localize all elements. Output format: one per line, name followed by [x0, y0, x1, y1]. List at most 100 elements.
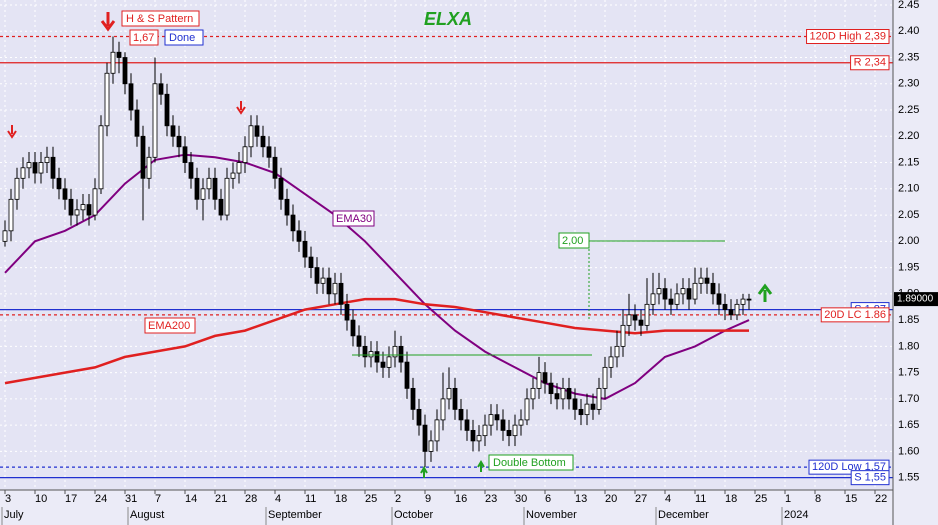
month-label: October	[394, 509, 433, 521]
candle-body	[224, 177, 230, 216]
candle-body	[218, 198, 224, 216]
x-tick-label: 3	[5, 493, 11, 505]
series-label: EMA30	[336, 213, 372, 225]
candle-body	[524, 398, 530, 421]
candle-body	[470, 429, 476, 442]
candles	[2, 36, 752, 468]
annotation: Double Bottom	[493, 457, 566, 469]
x-tick-label: 7	[155, 493, 161, 505]
candle-body	[350, 319, 356, 337]
chart-title: ELXA	[424, 9, 472, 29]
month-label: 2024	[784, 509, 808, 521]
candle-body	[344, 303, 350, 321]
x-tick-label: 6	[545, 493, 551, 505]
candle-body	[74, 209, 80, 216]
candle-body	[230, 172, 236, 179]
candle-body	[200, 188, 206, 200]
candle-body	[734, 303, 740, 316]
candle-body	[620, 324, 626, 347]
annotation-box	[332, 210, 375, 227]
candle-body	[626, 314, 632, 326]
candle-body	[188, 162, 194, 179]
candle-body	[392, 345, 398, 358]
candle-body	[656, 288, 662, 295]
y-tick-label: 1.75	[898, 367, 919, 379]
candle-body	[416, 408, 422, 426]
y-tick-label: 1.60	[898, 445, 919, 457]
candle-body	[590, 403, 596, 410]
candle-body	[722, 303, 728, 310]
x-tick-label: 8	[815, 493, 821, 505]
candle-body	[644, 303, 650, 326]
arrow-up	[420, 466, 428, 478]
x-tick-label: 9	[425, 493, 431, 505]
candle-body	[422, 424, 428, 452]
month-label: July	[4, 509, 24, 521]
candle-body	[608, 356, 614, 368]
x-tick-label: 27	[635, 493, 647, 505]
x-tick-label: 30	[515, 493, 527, 505]
candle-body	[638, 319, 644, 326]
candle-body	[56, 177, 62, 190]
candle-body	[110, 51, 116, 74]
candle-body	[92, 188, 98, 216]
candle-body	[86, 204, 92, 216]
x-tick-label: 2	[395, 493, 401, 505]
level-label: 20D LC 1.86	[824, 309, 886, 321]
candle-body	[404, 361, 410, 389]
candle-body	[314, 267, 320, 284]
candle-body	[20, 167, 26, 179]
candle-body	[614, 345, 620, 358]
candle-body	[266, 146, 272, 158]
candle-body	[746, 298, 752, 301]
indicator-lines	[4, 153, 750, 400]
y-tick-label: 1.65	[898, 419, 919, 431]
candle-body	[242, 146, 248, 163]
candle-body	[122, 57, 128, 85]
series-label: EMA200	[148, 320, 190, 332]
candle-body	[368, 351, 374, 358]
candle-body	[194, 177, 200, 200]
candle-body	[62, 188, 68, 200]
candle-body	[386, 356, 392, 368]
candle-body	[170, 125, 176, 137]
candle-body	[500, 419, 506, 431]
candle-body	[80, 204, 86, 211]
level-label: R 2,34	[854, 57, 886, 69]
candle-body	[428, 440, 434, 452]
candle-body	[602, 366, 608, 389]
month-label: August	[130, 509, 164, 521]
candle-body	[512, 424, 518, 437]
level-label-box	[806, 29, 890, 45]
candle-body	[674, 293, 680, 305]
candle-body	[50, 156, 56, 179]
annotation: 2,00	[562, 235, 583, 247]
plot-area	[0, 0, 893, 490]
y-tick-label: 2.15	[898, 156, 919, 168]
arrow-up	[477, 460, 485, 472]
candle-body	[332, 282, 338, 295]
y-tick-label: 2.40	[898, 25, 919, 37]
candle-body	[554, 393, 560, 400]
last-price-label: 1.89000	[897, 294, 934, 305]
x-tick-label: 15	[845, 493, 857, 505]
level-label: S 1,55	[854, 472, 886, 484]
y-tick-label: 1.95	[898, 261, 919, 273]
candle-body	[278, 177, 284, 200]
candle-body	[482, 424, 488, 437]
x-tick-label: 18	[335, 493, 347, 505]
candle-body	[284, 198, 290, 216]
y-tick-label: 2.45	[898, 0, 919, 11]
candle-body	[134, 109, 140, 137]
candle-body	[128, 83, 134, 111]
candle-body	[260, 135, 266, 148]
x-tick-label: 11	[305, 493, 316, 505]
x-tick-label: 24	[95, 493, 107, 505]
candle-body	[2, 230, 8, 242]
candle-body	[146, 156, 152, 179]
x-tick-label: 25	[365, 493, 377, 505]
y-tick-label: 1.80	[898, 340, 919, 352]
candle-body	[692, 282, 698, 300]
x-tick-label: 11	[695, 493, 706, 505]
annotation-box	[488, 454, 574, 471]
